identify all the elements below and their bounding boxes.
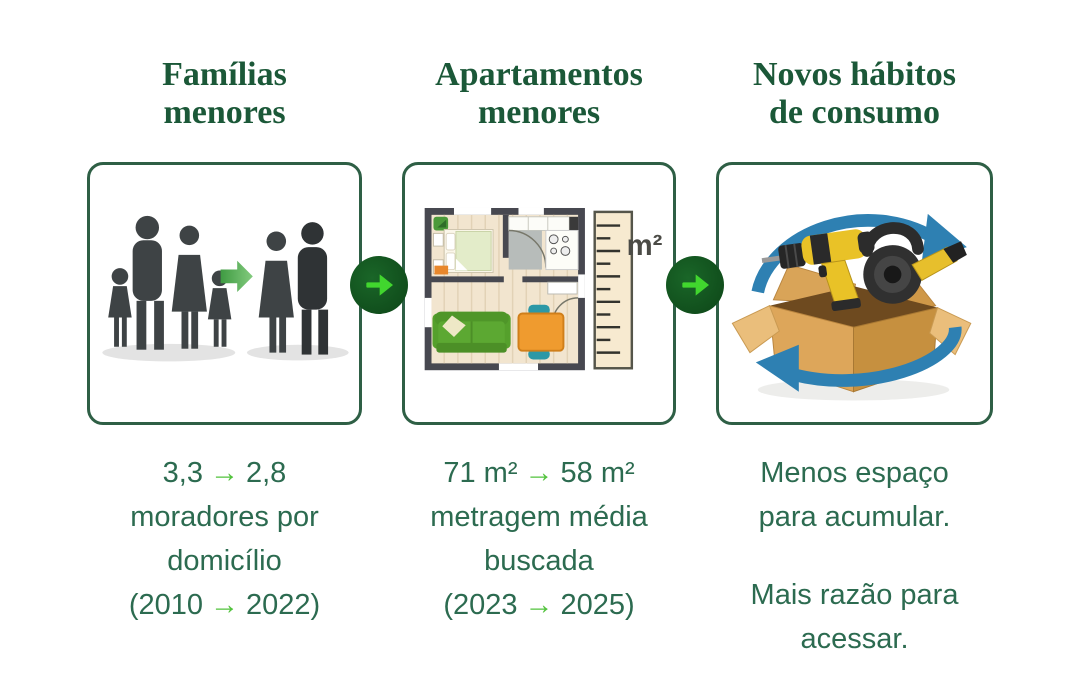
apartment-floorplan-illustration: m² — [424, 207, 663, 371]
stat-to: 2,8 — [246, 457, 287, 489]
clamp-tool-icon — [861, 222, 967, 304]
title-line: de consumo — [769, 94, 940, 131]
trend-arrow: → — [524, 457, 554, 489]
title-line: Novos hábitos — [752, 56, 957, 93]
stat-from: 71 m² — [443, 457, 518, 489]
title-line: menores — [163, 94, 286, 131]
familias-caption: 3,3 → 2,8 moradores por domicílio (2010 → 20… — [87, 451, 362, 627]
range-to: 2025) — [560, 589, 635, 621]
toolbox-sharing-illustration — [731, 213, 972, 401]
trend-arrow: → — [210, 589, 239, 621]
column-novos-habitos: Novos hábitos de consumo — [716, 0, 993, 695]
circular-arrow-bottom-icon — [755, 326, 962, 392]
title-line: Famílias — [162, 56, 287, 93]
novos-habitos-card — [716, 162, 993, 425]
familias-card — [87, 162, 362, 425]
floorplan-dining — [517, 304, 565, 360]
caption-line: acessar. — [800, 623, 909, 655]
title-line: menores — [477, 94, 601, 131]
stat-line: 3,3 → 2,8 — [87, 451, 362, 495]
caption-line: domicílio — [167, 545, 282, 577]
family-group-before — [102, 215, 236, 362]
column-title-apartamentos: Apartamentos menores — [402, 56, 676, 132]
range-from: (2010 — [128, 589, 203, 621]
range-line: (2023 → 2025) — [402, 583, 676, 627]
caption-line: para acumular. — [758, 501, 951, 533]
caption-line: Menos espaço — [760, 457, 949, 489]
novos-habitos-caption: Menos espaço para acumular. Mais razão p… — [716, 451, 993, 661]
caption-line: buscada — [484, 545, 594, 577]
trend-arrow: → — [210, 457, 239, 489]
column-title-familias: Famílias menores — [87, 56, 362, 132]
column-apartamentos-menores: Apartamentos menores — [402, 0, 676, 695]
column-familias-menores: Famílias menores — [87, 0, 362, 695]
shrink-arrow-icon — [220, 260, 253, 293]
caption-line: metragem média — [430, 501, 648, 533]
square-meters-label: m² — [627, 229, 663, 262]
stat-line: 71 m² → 58 m² — [402, 451, 676, 495]
caption-line: Mais razão para — [750, 579, 959, 611]
arrow-right-icon — [682, 274, 709, 296]
ruler-icon: m² — [593, 210, 663, 370]
stat-to: 58 m² — [560, 457, 635, 489]
range-from: (2023 — [443, 589, 518, 621]
floorplan-living-room — [432, 311, 511, 353]
flow-connector-2 — [666, 256, 724, 314]
cardboard-box-front — [731, 305, 972, 393]
apartamentos-card: m² — [402, 162, 676, 425]
family-shrinking-illustration — [102, 215, 349, 362]
floorplan-kitchen — [508, 216, 579, 324]
flow-connector-1 — [350, 256, 408, 314]
caption-line: moradores por — [130, 501, 319, 533]
range-to: 2022) — [246, 589, 321, 621]
range-line: (2010 → 2022) — [87, 583, 362, 627]
floorplan-bedroom — [432, 216, 494, 275]
drill-icon — [761, 229, 875, 312]
trend-arrow: → — [524, 589, 554, 621]
stat-from: 3,3 — [162, 457, 203, 489]
family-group-after — [246, 222, 349, 361]
column-title-novos-habitos: Novos hábitos de consumo — [716, 56, 993, 132]
arrow-right-icon — [366, 274, 393, 296]
apartamentos-caption: 71 m² → 58 m² metragem média buscada (2023… — [402, 451, 676, 627]
title-line: Apartamentos — [435, 56, 643, 93]
